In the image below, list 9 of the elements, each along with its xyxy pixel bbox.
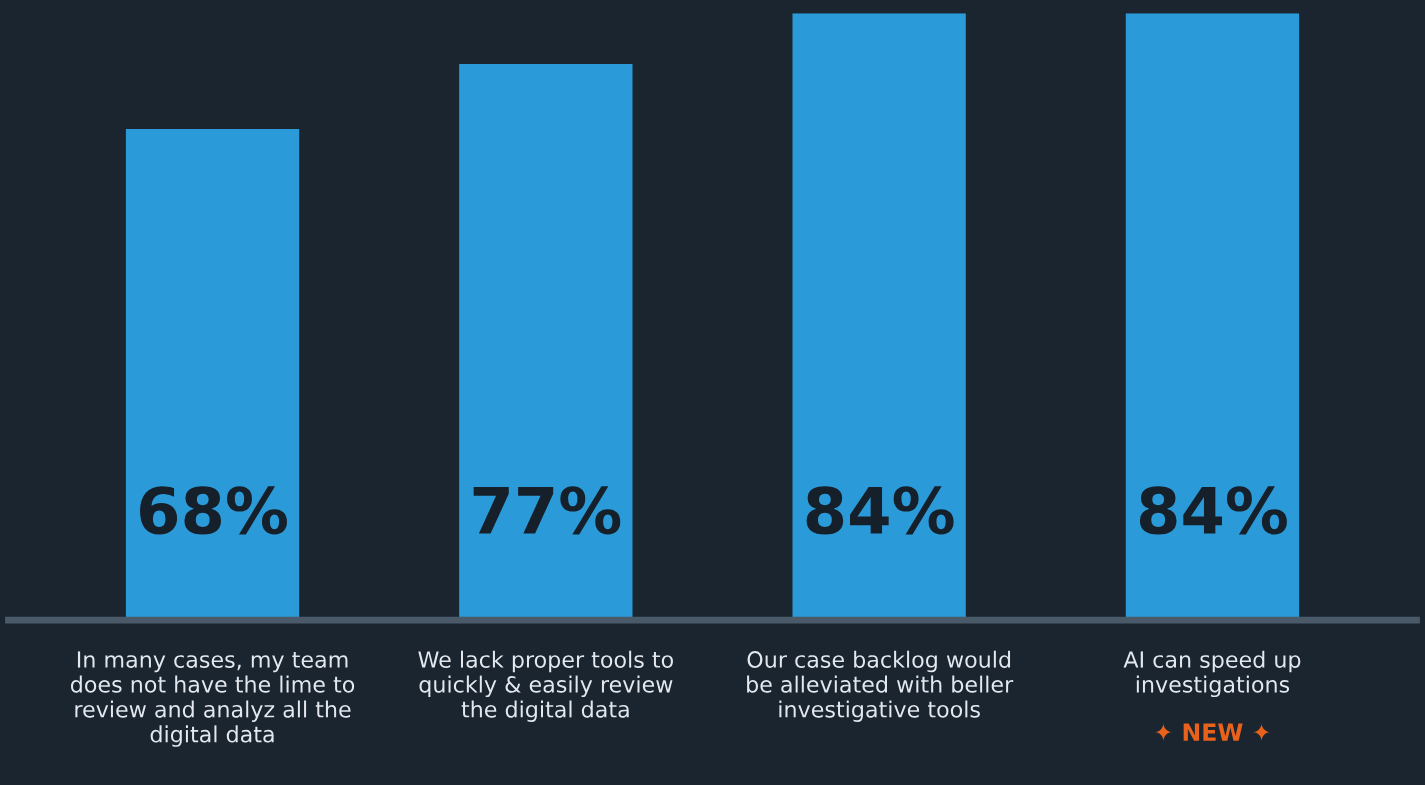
data-label: 68% [140,486,287,535]
x-tick-label: Our case backlog would be alleviated with beller investigative tools [747,650,1014,722]
data-label: 77% [473,486,621,535]
data-label: 84% [806,486,954,535]
x-tick-label: In many cases, my team does not have the lime to review and analyz all the digital data [70,651,355,747]
data-label: 84% [1139,486,1287,535]
x-tick-label: AI can speed up investigations [1123,650,1301,698]
text: ✦ NEW ✦ [1154,723,1271,742]
x-tick-label: We lack proper tools to quickly & easily review the digital data [418,650,673,722]
